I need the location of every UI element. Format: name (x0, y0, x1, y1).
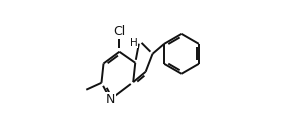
Text: N: N (106, 93, 115, 106)
Text: Cl: Cl (113, 25, 126, 38)
Text: H: H (130, 38, 138, 48)
